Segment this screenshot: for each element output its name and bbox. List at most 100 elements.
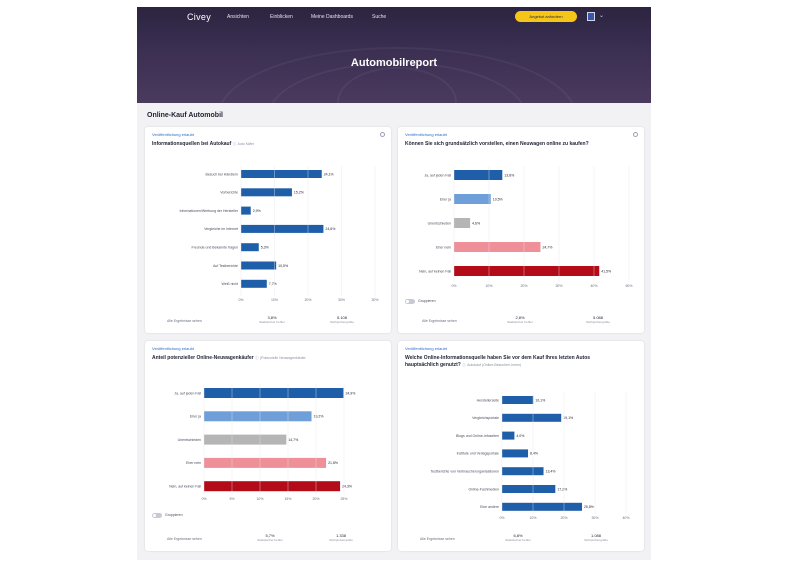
- bar: [502, 413, 562, 422]
- category-label: Vorberichte: [220, 191, 238, 195]
- bar: [204, 481, 341, 492]
- question-subtitle: Auto Käfer: [237, 142, 255, 146]
- question-subtitle: Autokauf (Online-Besucher/-innen): [467, 363, 522, 367]
- category-label: Eher nein: [436, 245, 451, 249]
- bar: [241, 243, 259, 252]
- sample-stat: 5.108 Stichprobengröße: [322, 315, 362, 324]
- value-label: 10,1%: [535, 398, 545, 402]
- brand-logo[interactable]: Civey: [187, 12, 212, 22]
- publish-badge[interactable]: Veröffentlichung erlaubt: [405, 346, 447, 351]
- value-label: 4,6%: [472, 221, 480, 225]
- value-label: 5,3%: [261, 246, 269, 250]
- group-toggle-label: Gruppieren: [165, 513, 183, 517]
- publish-badge[interactable]: Veröffentlichung erlaubt: [405, 132, 447, 137]
- category-label: Online-Fachmedien: [468, 487, 499, 491]
- bar: [454, 194, 491, 204]
- category-label: Nein, auf keinen Fall: [169, 485, 201, 489]
- group-toggle-label: Gruppieren: [418, 299, 436, 303]
- value-label: 13,4%: [546, 470, 556, 474]
- all-results-link[interactable]: Alle Ergebnisse sehen: [167, 537, 202, 541]
- nav-link-einblicken[interactable]: Einblicken: [270, 14, 293, 20]
- sample-label: Stichprobengröße: [586, 320, 610, 324]
- group-toggle[interactable]: [405, 299, 415, 304]
- nav-link-dashboards[interactable]: Meine Dashboards: [311, 14, 353, 20]
- error-value: 6,8%: [513, 533, 523, 538]
- sample-stat: 1.338 Stichprobengröße: [321, 533, 361, 542]
- chevron-down-icon[interactable]: ⌄: [599, 13, 605, 19]
- x-tick-label: 20%: [520, 284, 527, 288]
- error-stat: 2,8% Statistischer Fehler: [500, 315, 540, 324]
- value-label: 24,1%: [324, 172, 334, 176]
- error-value: 3,8%: [267, 315, 277, 320]
- all-results-link[interactable]: Alle Ergebnisse sehen: [167, 319, 202, 323]
- nav-link-ansichten[interactable]: Ansichten: [227, 14, 249, 20]
- category-label: Auf Testberichte: [213, 264, 238, 268]
- group-toggle[interactable]: [152, 513, 162, 518]
- category-label: Vergleiche im Internet: [204, 227, 238, 231]
- chart-card-2: Veröffentlichung erlaubt Können Sie sich…: [398, 127, 644, 333]
- value-label: 13,8%: [504, 173, 514, 177]
- bar: [502, 467, 544, 476]
- bar: [454, 218, 471, 228]
- sample-value: 1.338: [335, 533, 346, 538]
- bar: [454, 242, 541, 252]
- bar: [241, 224, 324, 233]
- x-tick-label: 25%: [340, 497, 347, 501]
- sample-stat: 1.088 Stichprobengröße: [576, 533, 616, 542]
- x-tick-label: 10%: [256, 497, 263, 501]
- x-tick-label: 20%: [304, 298, 311, 302]
- error-label: Statistischer Fehler: [507, 320, 533, 324]
- bar: [502, 431, 515, 440]
- info-icon[interactable]: ⓘ: [255, 356, 259, 360]
- question-subtitle: (Potenzielle Neuwagenkäufer: [259, 356, 306, 360]
- x-tick-label: 30%: [555, 284, 562, 288]
- bar: [502, 502, 582, 511]
- question-title: Welche Online-Informationsquelle haben S…: [405, 355, 590, 369]
- value-label: 24,9%: [345, 391, 355, 395]
- info-icon[interactable]: ⓘ: [232, 142, 237, 146]
- x-tick-label: 40%: [622, 516, 629, 520]
- bar-chart-2: Ja, auf jeden Fall 13,8% Eher ja 10,5% Unent…: [419, 166, 633, 288]
- error-stat: 3,8% Statistischer Fehler: [252, 315, 292, 324]
- sample-label: Stichprobengröße: [329, 538, 353, 542]
- error-stat: 6,8% Statistischer Fehler: [498, 533, 538, 542]
- nav-link-suche[interactable]: Suche: [372, 14, 387, 20]
- info-icon[interactable]: ⓘ: [462, 363, 466, 367]
- value-label: 21,8%: [328, 461, 338, 465]
- bar: [241, 206, 251, 215]
- question-title: Informationsquellen bei Autokauf ⓘ Auto …: [152, 141, 254, 148]
- publish-badge[interactable]: Veröffentlichung erlaubt: [152, 132, 194, 137]
- language-flag-icon[interactable]: [587, 12, 595, 21]
- bar: [204, 434, 287, 445]
- value-label: 24,3%: [342, 485, 352, 489]
- error-stat: 5,7% Statistischer Fehler: [250, 533, 290, 542]
- error-label: Statistischer Fehler: [505, 538, 531, 542]
- category-label: Freunde und Bekannte fragen: [191, 246, 238, 250]
- category-label: Testberichte von Verbraucherorganisation…: [431, 470, 500, 474]
- x-tick-label: 0%: [451, 284, 456, 288]
- error-label: Statistischer Fehler: [259, 320, 285, 324]
- category-label: Eher ja: [190, 415, 201, 419]
- bar: [241, 279, 267, 288]
- request-offer-button[interactable]: Angebot anfordern: [515, 11, 577, 22]
- category-label: Institute und Verlagsportale: [457, 452, 499, 456]
- question-text: Anteil potenzieller Online-Neuwagenkäufe…: [152, 355, 254, 361]
- value-label: 7,7%: [269, 282, 277, 286]
- x-tick-label: 0%: [201, 497, 206, 501]
- bar-chart-4: Herstellerseite 10,1% Vergleichsportale 19,…: [431, 392, 630, 520]
- value-label: 41,5%: [601, 269, 611, 273]
- chart-card-1: Veröffentlichung erlaubt Informationsque…: [145, 127, 391, 333]
- sample-stat: 5.088 Stichprobengröße: [578, 315, 618, 324]
- top-navigation: Civey Ansichten Einblicken Meine Dashboa…: [137, 7, 651, 27]
- bar: [454, 170, 503, 180]
- x-tick-label: 30%: [338, 298, 345, 302]
- publish-badge[interactable]: Veröffentlichung erlaubt: [152, 346, 194, 351]
- category-label: Herstellerseite: [477, 398, 499, 402]
- all-results-link[interactable]: Alle Ergebnisse sehen: [420, 537, 455, 541]
- bar: [502, 449, 529, 458]
- question-title: Anteil potenzieller Online-Neuwagenkäufe…: [152, 355, 306, 362]
- value-label: 10,5%: [493, 197, 503, 201]
- clock-icon: [633, 132, 638, 137]
- all-results-link[interactable]: Alle Ergebnisse sehen: [422, 319, 457, 323]
- question-text: Informationsquellen bei Autokauf: [152, 141, 232, 147]
